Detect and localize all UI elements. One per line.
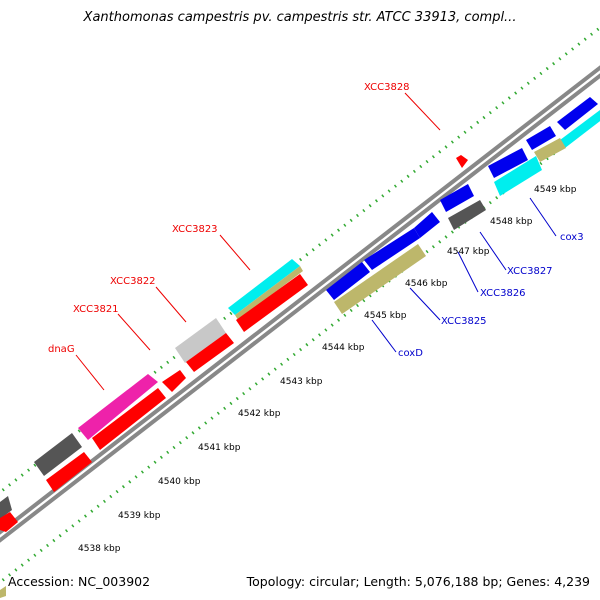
label-leader-line (371, 319, 397, 353)
gene-feature[interactable] (526, 126, 556, 150)
gene-feature[interactable] (440, 184, 474, 212)
tick-label: 4538 kbp (78, 544, 121, 554)
tick-label: 4544 kbp (322, 343, 365, 353)
kbp-ticks: 4538 kbp 4539 kbp 4540 kbp 4541 kbp 4542 kbp… (78, 185, 577, 554)
label-leader-line (409, 287, 441, 321)
tick-label: 4548 kbp (490, 217, 533, 227)
gc-dots-outer (0, 25, 600, 495)
gene-feature[interactable] (186, 333, 234, 372)
gene-feature[interactable] (557, 97, 598, 130)
map-title: Xanthomonas campestris pv. campestris st… (83, 10, 517, 25)
gene-feature[interactable] (534, 138, 566, 162)
tick-label: 4539 kbp (118, 511, 161, 521)
backbone-inner (0, 73, 600, 543)
gene-label: XCC3828 (364, 82, 410, 93)
label-leader-line (155, 286, 187, 323)
label-leader-line (457, 251, 479, 293)
tick-label: 4543 kbp (280, 377, 323, 387)
gene-feature[interactable] (560, 110, 600, 148)
gene-feature[interactable] (488, 148, 528, 178)
gene-feature[interactable] (228, 259, 300, 315)
gene-feature[interactable] (78, 374, 158, 440)
gene-label: coxD (398, 348, 423, 359)
gene-feature[interactable] (448, 200, 486, 230)
label-leader-line (219, 234, 251, 271)
gene-feature[interactable] (92, 388, 166, 450)
label-leader-line (479, 231, 507, 271)
label-leader-line (75, 354, 105, 391)
gene-feature[interactable] (364, 228, 420, 270)
reverse-red-features (0, 274, 308, 532)
gene-feature[interactable] (456, 155, 468, 168)
gene-label: XCC3826 (480, 288, 526, 299)
label-leader-line (117, 313, 151, 351)
label-leader-line (529, 197, 557, 237)
gene-feature[interactable] (34, 433, 82, 476)
gene-feature[interactable] (494, 156, 542, 196)
accession-label: Accession: NC_003902 (8, 574, 151, 589)
reverse-labels: cox3 XCC3827 XCC3826 XCC3825 coxD (371, 197, 584, 359)
gene-label: cox3 (560, 232, 584, 243)
backbone-outer (0, 65, 600, 535)
gene-label: XCC3825 (441, 316, 487, 327)
gene-feature[interactable] (0, 586, 6, 598)
gene-label: dnaG (48, 344, 75, 355)
forward-features (0, 97, 600, 519)
tick-label: 4546 kbp (405, 279, 448, 289)
tick-label: 4547 kbp (447, 247, 490, 257)
gene-feature[interactable] (414, 212, 440, 238)
gene-label: XCC3821 (73, 304, 119, 315)
gene-label: XCC3827 (507, 266, 553, 277)
gene-label: XCC3822 (110, 276, 156, 287)
gene-feature[interactable] (235, 266, 303, 320)
gene-feature[interactable] (236, 274, 308, 332)
forward-labels: XCC3828 XCC3823 XCC3822 XCC3821 dnaG (48, 82, 441, 391)
tick-label: 4542 kbp (238, 409, 281, 419)
gene-feature[interactable] (0, 496, 12, 519)
tick-label: 4541 kbp (198, 443, 241, 453)
gene-feature[interactable] (0, 512, 18, 532)
reverse-features (0, 126, 566, 598)
tick-label: 4549 kbp (534, 185, 577, 195)
tick-label: 4545 kbp (364, 311, 407, 321)
genome-summary: Topology: circular; Length: 5,076,188 bp… (246, 574, 590, 589)
tick-label: 4540 kbp (158, 477, 201, 487)
gene-feature[interactable] (162, 370, 186, 392)
gene-feature[interactable] (326, 262, 370, 300)
gene-feature[interactable] (334, 244, 426, 314)
gene-label: XCC3823 (172, 224, 218, 235)
gene-feature[interactable] (175, 318, 226, 363)
gene-feature[interactable] (46, 452, 92, 492)
gc-dots-inner (0, 115, 600, 585)
label-leader-line (404, 92, 441, 131)
